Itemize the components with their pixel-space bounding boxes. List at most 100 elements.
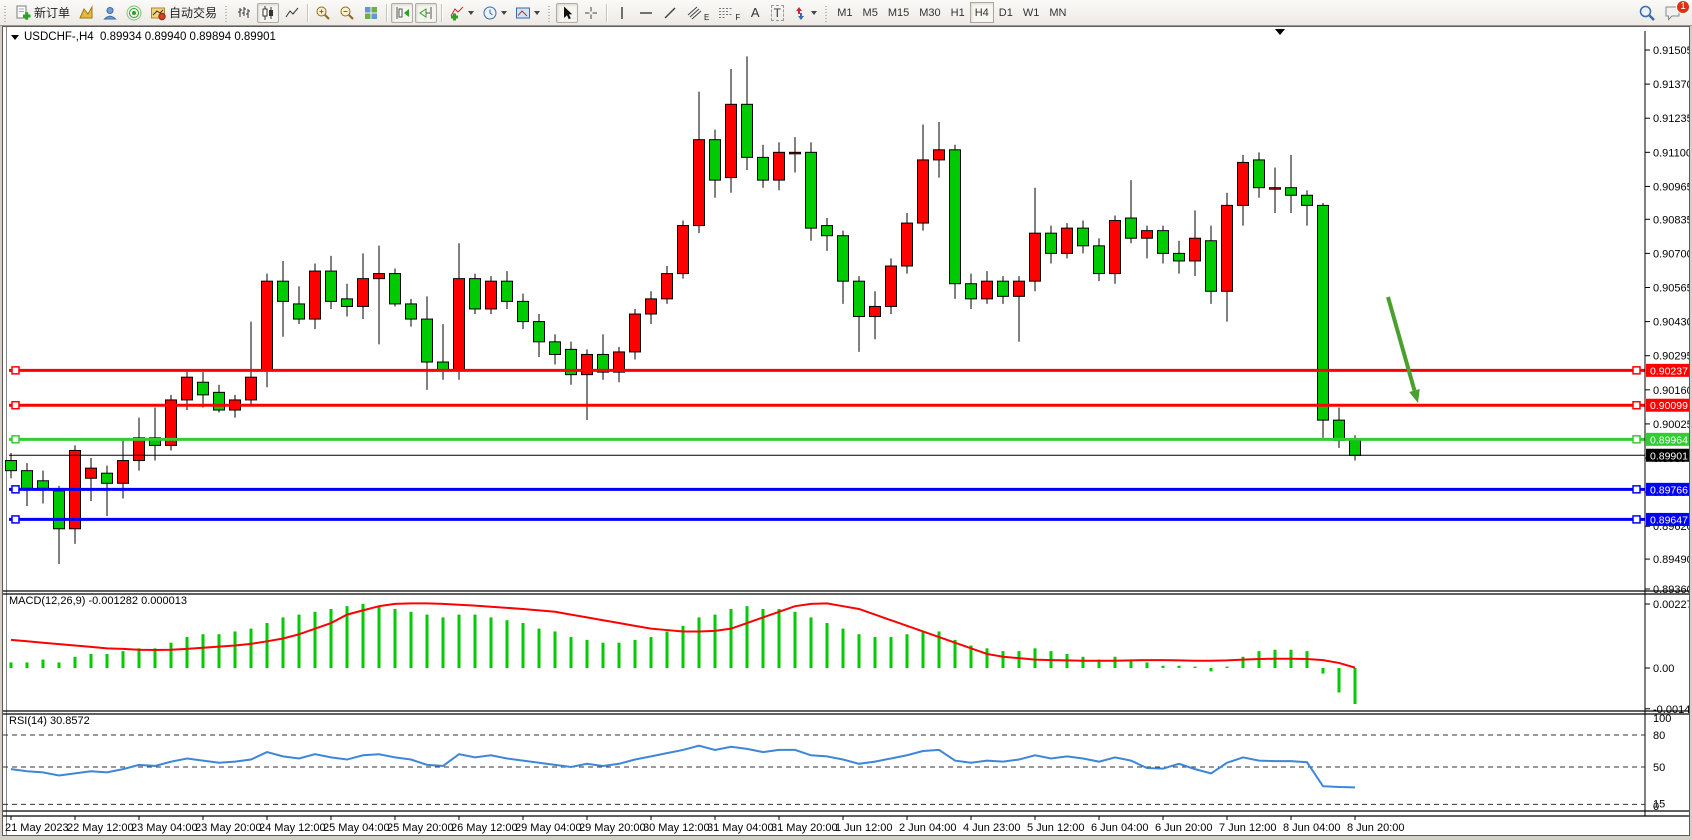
time-tick-label: 30 May 12:00 bbox=[643, 822, 710, 834]
tf-d1-button[interactable]: D1 bbox=[998, 6, 1013, 19]
line-handle[interactable] bbox=[1632, 400, 1641, 410]
crosshair-button[interactable] bbox=[580, 3, 602, 23]
macd-bar bbox=[1337, 668, 1341, 693]
tf-w1-button[interactable]: W1 bbox=[1022, 6, 1040, 19]
text-tool-button[interactable]: A bbox=[745, 3, 765, 23]
new-order-label: 新订单 bbox=[34, 6, 71, 20]
line-handle[interactable] bbox=[11, 485, 20, 494]
price-tick-label: 0.90700 bbox=[1653, 248, 1689, 260]
tf-m15-button[interactable]: M15 bbox=[887, 6, 910, 19]
toolbar-grip[interactable] bbox=[224, 3, 230, 22]
macd-bar bbox=[233, 631, 237, 668]
search-button[interactable] bbox=[1635, 3, 1659, 23]
templates-button[interactable] bbox=[512, 3, 543, 23]
tile-windows-button[interactable] bbox=[360, 3, 382, 23]
horizontal-line-0.89766[interactable] bbox=[9, 485, 1645, 494]
candle bbox=[389, 268, 401, 307]
chart-shift-button[interactable] bbox=[415, 2, 438, 23]
rsi-tick-label: 80 bbox=[1653, 730, 1665, 742]
macd-bar bbox=[9, 662, 13, 668]
auto-scroll-button[interactable] bbox=[391, 2, 414, 23]
notifications-button[interactable]: 1 bbox=[1661, 0, 1690, 23]
candle bbox=[1173, 240, 1185, 274]
line-handle[interactable] bbox=[11, 435, 20, 444]
pane-separators[interactable] bbox=[3, 590, 1689, 817]
trend-arrow[interactable] bbox=[1386, 296, 1420, 403]
candle bbox=[37, 470, 49, 504]
crosshair-icon bbox=[585, 6, 598, 19]
tf-h1-button[interactable]: H1 bbox=[950, 6, 965, 19]
bar-chart-button[interactable] bbox=[233, 3, 255, 23]
toolbar-grip[interactable] bbox=[824, 3, 830, 22]
horizontal-line-button[interactable] bbox=[635, 3, 657, 23]
templates-caret-icon bbox=[534, 10, 541, 15]
zoom-in-button[interactable] bbox=[312, 3, 334, 23]
toolbar-grip[interactable] bbox=[3, 3, 8, 22]
tf-m30-button[interactable]: M30 bbox=[919, 6, 941, 19]
line-handle[interactable] bbox=[11, 515, 20, 524]
time-tick-label: 6 Jun 04:00 bbox=[1091, 822, 1149, 834]
line-handle[interactable] bbox=[1632, 485, 1641, 494]
signal-button[interactable] bbox=[123, 3, 145, 23]
arrows-tool-button[interactable] bbox=[789, 3, 820, 23]
fibonacci-button[interactable]: F bbox=[714, 3, 743, 23]
indicators-button[interactable] bbox=[446, 3, 477, 23]
chart-shift-marker[interactable] bbox=[1275, 29, 1285, 35]
line-handle[interactable] bbox=[1632, 515, 1641, 524]
time-tick-label: 31 May 20:00 bbox=[771, 822, 838, 834]
price-tick-label: 0.90565 bbox=[1653, 282, 1689, 294]
line-handle[interactable] bbox=[1632, 435, 1641, 444]
candle bbox=[485, 276, 497, 315]
periods-button[interactable] bbox=[479, 3, 510, 23]
market-watch-button[interactable] bbox=[75, 3, 97, 23]
new-order-button[interactable]: 新订单 bbox=[12, 3, 73, 23]
line-handle[interactable] bbox=[1632, 366, 1641, 375]
candle bbox=[773, 142, 785, 191]
trendline-button[interactable] bbox=[659, 3, 681, 23]
svg-text:0.89647: 0.89647 bbox=[1650, 514, 1688, 526]
time-tick-label: 6 Jun 20:00 bbox=[1155, 822, 1213, 834]
candlestick-chart-button[interactable] bbox=[257, 2, 280, 23]
channel-button[interactable]: E bbox=[683, 3, 712, 23]
horizontal-line-0.90237[interactable] bbox=[9, 366, 1645, 375]
zoom-out-button[interactable] bbox=[336, 3, 358, 23]
macd-bar bbox=[361, 603, 365, 668]
time-tick-label: 24 May 12:00 bbox=[259, 822, 326, 834]
horizontal-line-0.90099[interactable] bbox=[9, 400, 1645, 410]
line-handle[interactable] bbox=[11, 400, 20, 410]
candle bbox=[1189, 210, 1201, 277]
toolbar-grip[interactable] bbox=[547, 3, 553, 22]
macd-bar bbox=[633, 639, 637, 668]
horizontal-line-0.89964[interactable] bbox=[9, 435, 1645, 444]
cursor-button[interactable] bbox=[556, 2, 579, 23]
line-handle[interactable] bbox=[11, 366, 20, 375]
price-tick-label: 0.90965 bbox=[1653, 181, 1689, 193]
text-label-button[interactable]: T bbox=[767, 3, 787, 23]
horizontal-line-0.89647[interactable] bbox=[9, 515, 1645, 524]
autotrading-button[interactable]: 自动交易 bbox=[147, 3, 220, 23]
tf-m5-button[interactable]: M5 bbox=[862, 6, 878, 19]
price-tag-0.89964: 0.89964 bbox=[1646, 432, 1689, 446]
tf-mn-button[interactable]: MN bbox=[1049, 6, 1067, 19]
tf-h4-button[interactable]: H4 bbox=[969, 2, 994, 23]
chart-title-collapse-icon[interactable] bbox=[11, 34, 19, 40]
price-tick-label: 0.90160 bbox=[1653, 385, 1689, 397]
candle bbox=[149, 407, 161, 461]
line-chart-button[interactable] bbox=[281, 3, 303, 23]
macd-bar bbox=[457, 614, 461, 668]
text-label-icon: T bbox=[770, 4, 784, 21]
candle bbox=[517, 293, 529, 330]
macd-bar bbox=[377, 606, 381, 668]
price-axis[interactable]: 0.91505 0.91370 0.91235 0.91100 0.90965 0.908… bbox=[1644, 31, 1689, 816]
profile-button[interactable] bbox=[99, 3, 121, 23]
horizontal-lines bbox=[9, 366, 1645, 524]
macd-bar bbox=[25, 662, 29, 668]
chart-surface[interactable]: 0.91505 0.91370 0.91235 0.91100 0.90965 0.908… bbox=[3, 27, 1689, 835]
tf-m1-button[interactable]: M1 bbox=[837, 6, 853, 19]
candle bbox=[709, 129, 721, 198]
vertical-line-button[interactable] bbox=[611, 3, 633, 23]
macd-signal-line bbox=[10, 602, 1356, 669]
chart-title: USDCHF-,H4 0.89934 0.89940 0.89894 0.899… bbox=[11, 31, 276, 43]
rsi-line bbox=[10, 744, 1356, 789]
